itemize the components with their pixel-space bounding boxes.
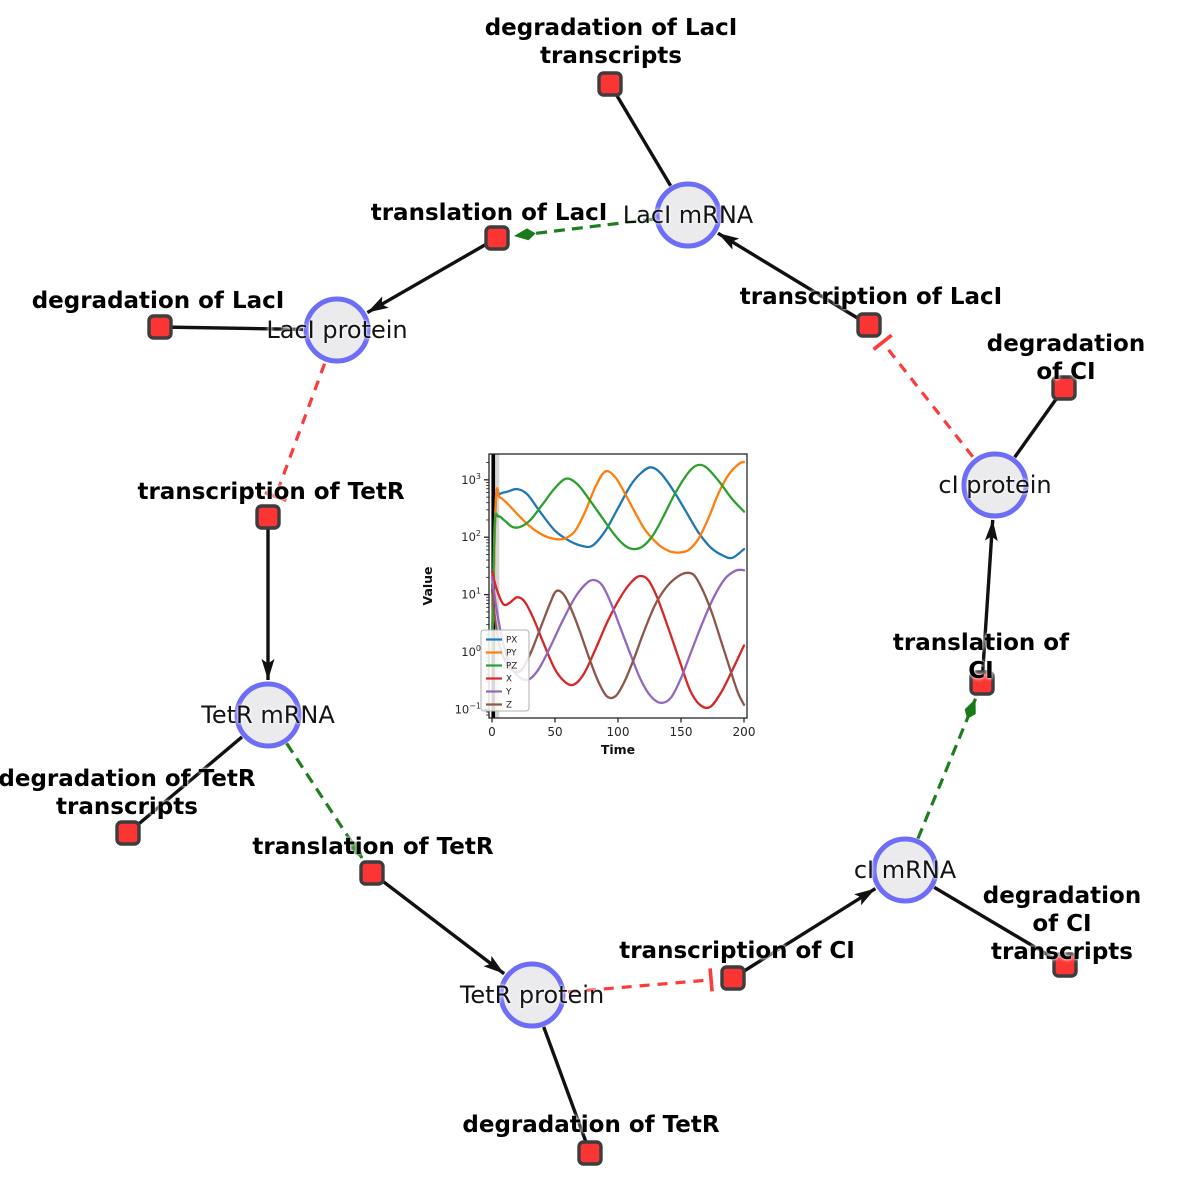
svg-text:100: 100 <box>461 644 481 659</box>
species-node-ci_mrna[interactable] <box>871 836 939 904</box>
edge-laci_mrna-transl_laci <box>513 217 655 241</box>
edge-laci_protein-tx_tetr-tee-bar <box>264 490 288 503</box>
edge-tx_laci-laci_mrna <box>717 231 870 327</box>
reaction-node-deg_laci[interactable] <box>147 314 173 340</box>
edge-tetr_mrna-deg_tetr_tx <box>126 735 244 835</box>
reaction-node-tx_ci[interactable] <box>720 965 746 991</box>
reaction-node-deg_laci_tx[interactable] <box>597 71 623 97</box>
edge-ci_mrna-deg_ci_tx <box>933 885 1066 967</box>
svg-text:50: 50 <box>547 725 562 739</box>
edge-transl_laci-laci_protein <box>366 236 498 315</box>
series-X-line <box>490 570 746 710</box>
reaction-node-deg_tetr[interactable] <box>577 1140 603 1166</box>
svg-text:150: 150 <box>670 725 693 739</box>
legend-entry-Z: Z <box>506 701 512 711</box>
edge-tetr_mrna-transl_tetr <box>285 742 364 860</box>
species-node-ci_protein[interactable] <box>961 451 1029 519</box>
reaction-node-transl_ci[interactable] <box>969 670 995 696</box>
reaction-node-deg_ci[interactable] <box>1051 375 1077 401</box>
x-axis-label: Time <box>601 742 635 757</box>
reaction-node-transl_tetr[interactable] <box>359 860 385 886</box>
edge-ci_protein-tx_laci <box>881 341 974 458</box>
legend-entry-PX: PX <box>506 636 517 646</box>
reaction-node-transl_laci[interactable] <box>484 225 510 251</box>
svg-text:10−1: 10−1 <box>455 701 481 716</box>
legend-entry-PY: PY <box>506 649 517 659</box>
svg-text:100: 100 <box>607 725 630 739</box>
species-node-tetr_mrna[interactable] <box>234 681 302 749</box>
edge-laci_protein-deg_laci <box>159 325 304 332</box>
svg-text:102: 102 <box>461 529 481 544</box>
reaction-node-tx_laci[interactable] <box>856 312 882 338</box>
edge-transl_ci-ci_protein <box>980 519 998 684</box>
edge-tetr_protein-tx_ci-tee-bar <box>708 968 714 992</box>
time-course-plot: 0 50 100 150 20010−1100101102103TimeValuePXP… <box>420 436 773 771</box>
series-PZ-line <box>490 463 746 654</box>
y-axis-label: Value <box>423 566 435 605</box>
svg-text:101: 101 <box>461 587 481 602</box>
legend-entry-Y: Y <box>505 688 512 698</box>
chart-legend: PX PY PZ XYZ <box>480 629 530 712</box>
reaction-node-tx_tetr[interactable] <box>255 504 281 530</box>
edge-tx_ci-ci_mrna <box>732 887 877 980</box>
svg-text:103: 103 <box>461 472 481 487</box>
edge-tetr_protein-deg_tetr <box>542 1026 592 1154</box>
species-node-tetr_protein[interactable] <box>498 961 566 1029</box>
svg-text:200: 200 <box>733 725 756 739</box>
legend-entry-PZ: PZ <box>506 662 517 672</box>
edges-layer <box>126 83 1066 1154</box>
legend-entry-X: X <box>506 675 512 685</box>
reaction-node-deg_tetr_tx[interactable] <box>115 820 141 846</box>
edge-ci_protein-tx_laci-tee-bar <box>872 333 893 351</box>
reaction-node-deg_ci_tx[interactable] <box>1052 952 1078 978</box>
edge-ci_mrna-transl_ci <box>916 698 978 840</box>
time-course-inset-chart: 0 50 100 150 200 10−1 100 101 102 103 Time Value PX P… <box>420 436 773 771</box>
edge-laci_protein-tx_tetr <box>274 363 327 497</box>
species-node-laci_mrna[interactable] <box>654 181 722 249</box>
nodes-layer <box>115 71 1078 1166</box>
species-node-laci_protein[interactable] <box>303 296 371 364</box>
edge-transl_tetr-tetr_protein <box>370 871 506 976</box>
series-PY-line <box>490 460 746 654</box>
edge-laci_mrna-deg_laci_tx <box>608 83 673 187</box>
svg-text:0: 0 <box>488 725 496 739</box>
edge-tetr_protein-tx_ci <box>567 978 712 994</box>
x-axis: 0 50 100 150 200 <box>488 718 755 739</box>
